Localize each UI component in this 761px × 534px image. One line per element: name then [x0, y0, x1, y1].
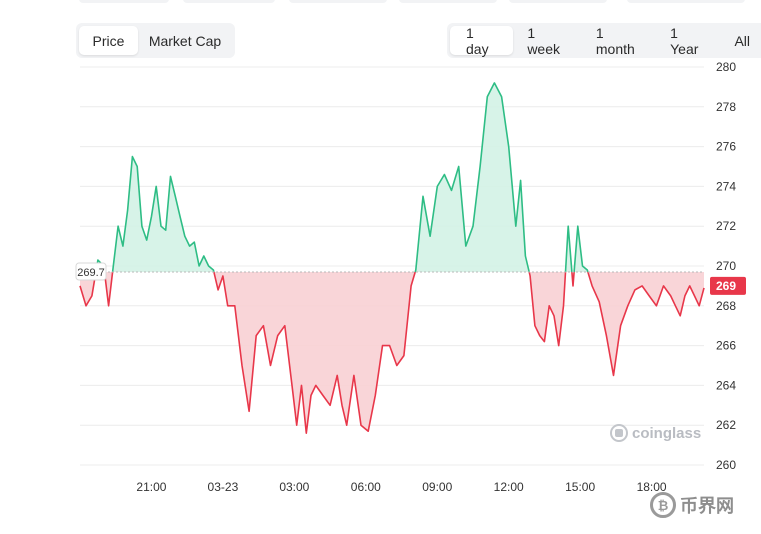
price-line-up	[111, 155, 215, 273]
x-tick-label: 03-23	[208, 480, 239, 494]
x-tick-label: 06:00	[351, 480, 381, 494]
top-tab-stub	[509, 0, 607, 3]
tab-1-year[interactable]: 1 Year	[670, 24, 699, 57]
baseline-label-box	[75, 262, 107, 281]
tab-all[interactable]: All	[734, 32, 750, 49]
coinglass-logo-icon	[610, 424, 628, 442]
y-tick-label: 276	[716, 140, 736, 154]
price-line-down	[528, 271, 567, 347]
tab-market-cap[interactable]: Market Cap	[148, 32, 222, 49]
x-tick-label: 18:00	[637, 480, 667, 494]
x-tick-label: 09:00	[422, 480, 452, 494]
coinglass-watermark: coinglass	[610, 424, 701, 442]
price-line-down	[103, 271, 114, 307]
price-line-down	[79, 271, 97, 307]
bitcoin-icon: ₿	[650, 492, 676, 518]
x-tick-label: 21:00	[136, 480, 166, 494]
y-tick-label: 264	[716, 378, 736, 392]
x-tick-label: 15:00	[565, 480, 595, 494]
y-tick-label: 280	[716, 60, 736, 74]
area-above-baseline	[415, 82, 530, 273]
brand-mark: ₿ 币界网	[650, 492, 734, 518]
area-below-baseline	[587, 272, 704, 376]
last-price-label: 269	[716, 279, 736, 293]
y-tick-label: 262	[716, 418, 736, 432]
y-tick-label: 272	[716, 219, 736, 233]
watermark-text: coinglass	[632, 424, 702, 442]
y-tick-label: 270	[716, 259, 736, 273]
brand-text: 币界网	[680, 496, 734, 516]
top-tab-stub	[627, 0, 745, 3]
top-tab-stub	[289, 0, 387, 3]
price-line-up	[564, 225, 573, 273]
chart-axes: 260 262 264 266 268 270 272 274 276 278 280 21:00 03…	[75, 60, 746, 494]
price-line-up	[414, 82, 530, 273]
tab-1-week[interactable]: 1 week	[527, 24, 560, 57]
x-tick-label: 12:00	[494, 480, 524, 494]
tab-price[interactable]: Price	[79, 26, 138, 55]
y-tick-label: 278	[716, 100, 736, 114]
price-line-up	[573, 225, 589, 273]
baseline-label: 269.7	[77, 267, 105, 279]
top-tab-stub	[399, 0, 497, 3]
last-price-badge	[710, 276, 746, 295]
chart-area	[79, 82, 705, 435]
y-tick-label: 274	[716, 179, 736, 193]
x-tick-label: 03:00	[279, 480, 309, 494]
area-below-baseline	[104, 272, 113, 306]
price-line-down	[571, 271, 575, 287]
tab-1-month[interactable]: 1 month	[595, 24, 635, 57]
top-tab-stub	[79, 0, 169, 3]
tab-1-day[interactable]: 1 day	[450, 25, 514, 57]
y-tick-label: 268	[716, 299, 736, 313]
metric-toggle: Price Market Cap	[76, 23, 235, 58]
price-line-down	[587, 271, 705, 377]
y-tick-label: 266	[716, 339, 736, 353]
y-tick-label: 260	[716, 458, 736, 472]
top-tab-stub	[183, 0, 275, 3]
area-below-baseline	[213, 272, 416, 434]
time-range-toggle: 1 day 1 week 1 month 1 Year All	[447, 23, 761, 58]
price-line-down	[213, 271, 416, 435]
